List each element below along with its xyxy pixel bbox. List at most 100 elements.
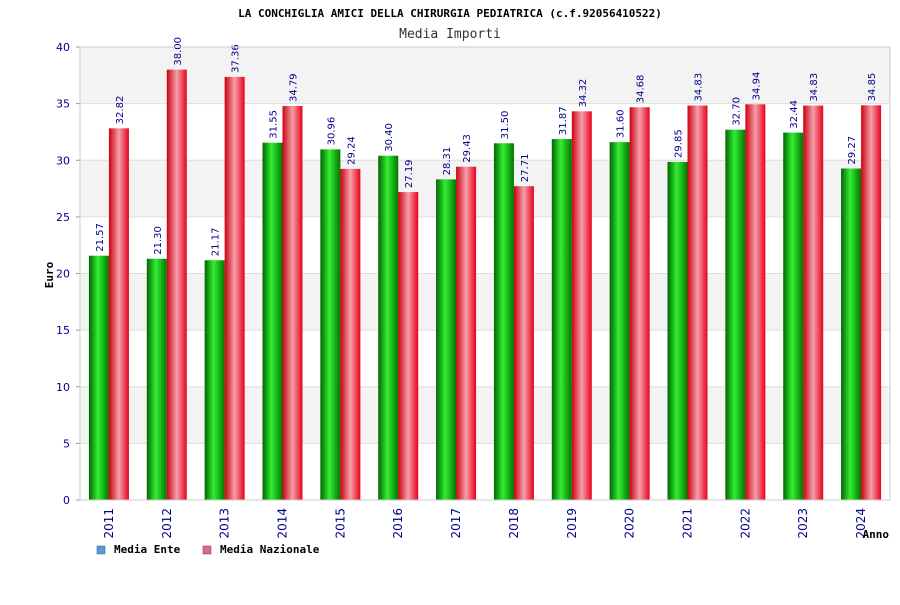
legend-swatch-media-nazionale — [202, 545, 212, 555]
data-label-media-ente: 21.17 — [211, 228, 222, 257]
data-label-media-nazionale: 34.68 — [636, 75, 647, 104]
data-label-media-nazionale: 34.79 — [289, 73, 300, 102]
x-tick-label: 2018 — [507, 508, 521, 539]
bar-media-nazionale — [282, 106, 303, 501]
x-tick-label: 2022 — [738, 508, 752, 539]
x-tick-label: 2013 — [218, 508, 232, 539]
bar-media-ente — [204, 260, 225, 500]
y-tick-label: 35 — [56, 98, 70, 111]
x-tick-label: 2021 — [681, 508, 695, 539]
data-label-media-nazionale: 34.83 — [809, 73, 820, 102]
bar-media-nazionale — [340, 168, 361, 500]
y-tick-label: 10 — [56, 381, 70, 394]
bar-media-nazionale — [166, 69, 187, 501]
data-label-media-nazionale: 29.43 — [462, 134, 473, 163]
y-axis-label: Euro — [43, 261, 56, 288]
bar-media-ente — [378, 155, 399, 500]
bar-media-ente — [609, 142, 630, 500]
bar-media-nazionale — [745, 104, 766, 500]
y-tick-label: 20 — [56, 268, 70, 281]
legend-label-media-ente: Media Ente — [114, 543, 181, 556]
bar-media-nazionale — [108, 128, 129, 500]
chart-subtitle: Media Importi — [399, 27, 501, 42]
data-label-media-ente: 32.70 — [731, 97, 742, 126]
plot-background — [80, 46, 890, 501]
bar-media-nazionale — [629, 107, 650, 501]
x-tick-label: 2019 — [565, 508, 579, 539]
legend: Media Ente Media Nazionale — [96, 543, 320, 556]
axes-group: 0 5 10 15 20 25 30 35 40 2011 2012 2013 2014 2015 2016… — [56, 41, 891, 539]
grid-band — [80, 273, 890, 331]
bar-media-nazionale — [224, 76, 245, 500]
y-tick-label: 25 — [56, 211, 70, 224]
bar-media-ente — [262, 142, 283, 501]
x-tick-label: 2014 — [276, 508, 290, 539]
data-label-media-nazionale: 29.24 — [346, 136, 357, 165]
grid-band — [80, 216, 890, 274]
bar-media-ente — [551, 139, 572, 500]
bar-media-ente — [436, 179, 457, 500]
data-label-media-nazionale: 34.83 — [694, 73, 705, 102]
y-tick-label: 15 — [56, 324, 70, 337]
bar-media-ente — [725, 129, 746, 501]
bar-media-nazionale — [861, 105, 882, 500]
bar-media-nazionale — [398, 192, 419, 501]
plot-frame — [79, 46, 891, 501]
data-label-media-nazionale: 27.19 — [404, 159, 415, 188]
data-label-media-nazionale: 38.00 — [173, 37, 184, 66]
grid-band — [80, 330, 890, 387]
data-label-media-nazionale: 34.85 — [867, 73, 878, 102]
bar-media-ente — [841, 168, 862, 500]
data-label-media-ente: 31.87 — [558, 106, 569, 135]
data-label-media-ente: 28.31 — [442, 147, 453, 176]
y-tick-label: 0 — [63, 494, 70, 507]
data-label-media-nazionale: 32.82 — [115, 96, 126, 125]
bar-media-nazionale — [513, 186, 534, 500]
bar-media-ente — [320, 149, 341, 501]
y-tick-label: 5 — [63, 437, 70, 450]
data-label-media-ente: 31.50 — [500, 111, 511, 140]
data-label-media-nazionale: 34.32 — [578, 79, 589, 108]
x-tick-label: 2017 — [449, 508, 463, 539]
data-label-media-ente: 21.57 — [95, 223, 106, 252]
legend-label-media-nazionale: Media Nazionale — [220, 543, 320, 556]
grid-band — [80, 160, 890, 217]
chart-title: LA CONCHIGLIA AMICI DELLA CHIRURGIA PEDI… — [238, 7, 662, 20]
x-tick-label: 2011 — [102, 508, 116, 539]
data-label-media-ente: 30.96 — [326, 117, 337, 146]
x-tick-label: 2020 — [623, 508, 637, 539]
data-label-media-nazionale: 27.71 — [520, 154, 531, 183]
data-label-media-ente: 30.40 — [384, 123, 395, 152]
bar-media-nazionale — [571, 111, 592, 501]
data-label-media-nazionale: 34.94 — [751, 72, 762, 101]
x-tick-label: 2024 — [854, 508, 868, 539]
grid-band — [80, 47, 890, 104]
x-tick-label: 2023 — [796, 508, 810, 539]
data-label-media-ente: 31.55 — [269, 110, 280, 139]
bar-media-nazionale — [803, 105, 824, 501]
x-tick-label: 2016 — [391, 508, 405, 539]
bar-media-ente — [783, 132, 804, 500]
data-labels-group: 21.57 32.82 21.30 38.00 21.17 37.36 31.55 34.79… — [95, 37, 878, 256]
data-label-media-ente: 21.30 — [153, 226, 164, 255]
data-label-media-nazionale: 37.36 — [231, 44, 242, 73]
legend-swatch-media-ente — [96, 545, 106, 555]
data-label-media-ente: 29.27 — [847, 136, 858, 165]
bar-media-ente — [88, 255, 109, 500]
data-label-media-ente: 29.85 — [674, 129, 685, 158]
bar-media-ente — [667, 161, 688, 501]
grid-band — [80, 443, 890, 500]
bar-media-nazionale — [687, 105, 708, 501]
y-tick-label: 40 — [56, 41, 70, 54]
x-tick-label: 2015 — [333, 508, 347, 539]
x-axis-label: Anno — [863, 528, 890, 541]
y-tick-label: 30 — [56, 154, 70, 167]
bar-media-ente — [146, 258, 167, 500]
bar-media-ente — [493, 143, 514, 500]
data-label-media-ente: 31.60 — [616, 109, 627, 138]
x-tick-label: 2012 — [160, 508, 174, 539]
grid-band — [80, 103, 890, 161]
bars-group — [88, 69, 882, 501]
